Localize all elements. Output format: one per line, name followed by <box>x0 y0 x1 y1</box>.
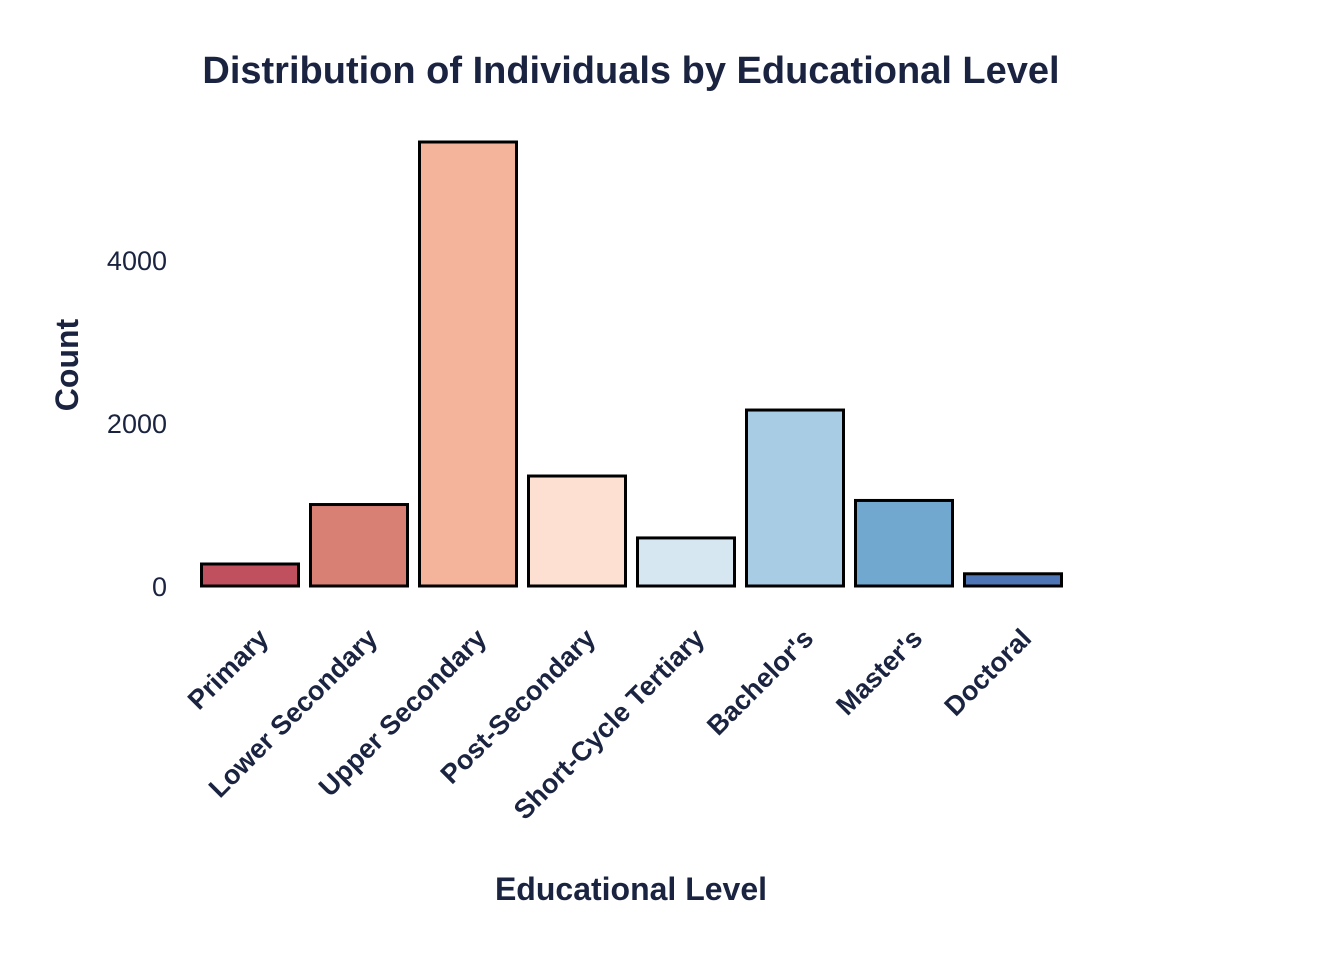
bar <box>963 572 1063 588</box>
bar <box>745 408 845 588</box>
bars <box>200 140 1063 588</box>
y-tick-label: 4000 <box>107 246 167 276</box>
y-ticks: 0 2000 4000 <box>107 246 167 602</box>
x-tick-label: Bachelor's <box>701 623 819 741</box>
bar <box>200 562 300 588</box>
bar <box>418 140 518 588</box>
bar <box>636 536 736 588</box>
x-axis-label: Educational Level <box>495 871 767 907</box>
x-tick-label: Primary <box>182 623 274 715</box>
y-tick-label: 2000 <box>107 409 167 439</box>
bar <box>527 474 627 588</box>
x-tick-label: Doctoral <box>939 623 1038 722</box>
x-tick-label: Short-Cycle Tertiary <box>508 623 710 825</box>
x-tick-label: Master's <box>830 623 928 721</box>
y-axis-label: Count <box>49 318 85 411</box>
chart-title: Distribution of Individuals by Education… <box>202 50 1059 92</box>
bar <box>854 498 954 588</box>
bar <box>309 503 409 588</box>
y-tick-label: 0 <box>152 572 167 602</box>
